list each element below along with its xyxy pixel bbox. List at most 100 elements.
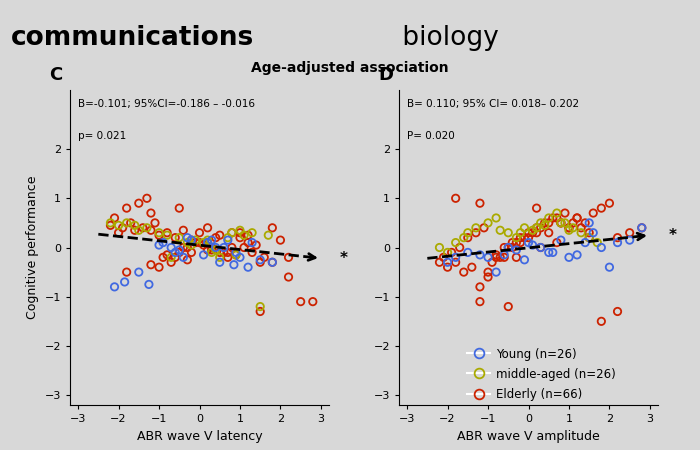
Point <box>228 261 239 268</box>
Point <box>119 279 130 286</box>
Point <box>462 229 473 236</box>
Point <box>149 219 160 226</box>
Point <box>242 264 253 271</box>
Point <box>239 232 250 239</box>
Point <box>519 234 530 241</box>
Point <box>450 195 461 202</box>
Point <box>491 214 502 221</box>
Point <box>604 264 615 271</box>
Point <box>178 244 189 251</box>
Point <box>503 244 514 251</box>
Point <box>182 239 193 246</box>
X-axis label: ABR wave V latency: ABR wave V latency <box>136 430 262 443</box>
Point <box>559 209 570 216</box>
Point <box>446 249 457 256</box>
Point <box>129 227 140 234</box>
Point <box>141 195 153 202</box>
Point <box>555 219 566 226</box>
Point <box>470 229 482 236</box>
Point <box>182 256 193 263</box>
Point <box>255 256 266 263</box>
Point <box>121 269 132 276</box>
Point <box>105 219 116 226</box>
Point <box>482 254 493 261</box>
Point <box>498 254 510 261</box>
Point <box>206 246 217 253</box>
Text: Age-adjusted association: Age-adjusted association <box>251 61 449 75</box>
Point <box>222 254 233 261</box>
Point <box>230 251 241 258</box>
Point <box>214 249 225 256</box>
Point <box>178 254 189 261</box>
Point <box>543 229 554 236</box>
Point <box>169 254 181 261</box>
Point <box>307 298 318 305</box>
Point <box>539 219 550 226</box>
Point <box>580 219 591 226</box>
Point <box>543 219 554 226</box>
Point <box>458 234 469 241</box>
Point <box>624 229 636 236</box>
Point <box>117 224 128 231</box>
Point <box>527 229 538 236</box>
Point <box>575 229 587 236</box>
Point <box>547 249 559 256</box>
Point <box>283 274 294 281</box>
Point <box>507 239 518 246</box>
Point <box>555 219 566 226</box>
Point <box>580 239 591 246</box>
Point <box>458 269 469 276</box>
Point <box>144 281 155 288</box>
Point <box>246 229 258 236</box>
Point <box>475 200 486 207</box>
Point <box>486 259 498 266</box>
Point <box>174 204 185 212</box>
Point <box>234 229 246 236</box>
Point <box>588 229 599 236</box>
Point <box>624 237 636 244</box>
Point <box>226 244 237 251</box>
Point <box>442 249 453 256</box>
Point <box>158 239 169 246</box>
Point <box>531 204 542 212</box>
Point <box>564 224 575 231</box>
Point <box>551 214 562 221</box>
Point <box>592 239 603 246</box>
Point <box>109 214 120 221</box>
Point <box>234 227 246 234</box>
Point <box>218 249 230 256</box>
Point <box>514 234 526 241</box>
Point <box>255 308 266 315</box>
Point <box>153 264 164 271</box>
Point <box>162 251 173 258</box>
Point <box>636 224 648 231</box>
Point <box>571 214 582 221</box>
Point <box>507 244 518 251</box>
Point <box>612 239 623 246</box>
Point <box>275 237 286 244</box>
Point <box>527 242 538 249</box>
Point <box>495 254 506 261</box>
Point <box>267 259 278 266</box>
Point <box>571 251 582 258</box>
Point <box>129 222 140 229</box>
Point <box>491 254 502 261</box>
Point <box>246 239 258 246</box>
Point <box>121 204 132 212</box>
Point <box>568 224 579 231</box>
Point <box>206 249 217 256</box>
Point <box>230 251 241 258</box>
Point <box>604 200 615 207</box>
Point <box>547 214 559 221</box>
Point <box>206 244 217 251</box>
Point <box>498 244 510 251</box>
Point <box>174 234 185 241</box>
Point <box>133 269 144 276</box>
Point <box>109 284 120 291</box>
Point <box>450 239 461 246</box>
Point <box>503 303 514 310</box>
Point <box>584 229 595 236</box>
Point <box>523 234 534 241</box>
Point <box>125 219 136 226</box>
Point <box>198 242 209 249</box>
